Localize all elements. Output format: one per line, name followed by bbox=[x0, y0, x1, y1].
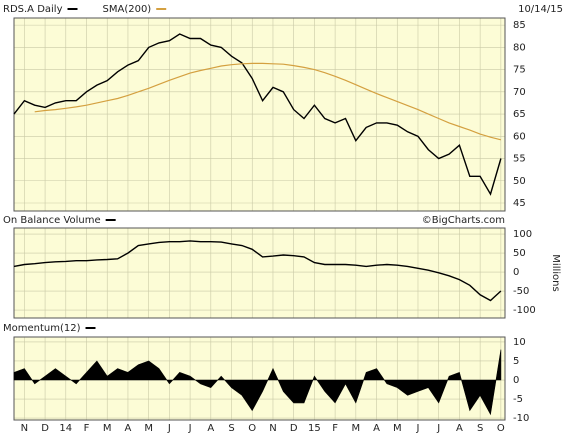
annotation: ©BigCharts.com bbox=[422, 215, 505, 226]
y-tick-label: -50 bbox=[513, 286, 529, 297]
y-tick-label: 60 bbox=[513, 131, 526, 142]
x-tick-label: D bbox=[41, 423, 49, 434]
plot-border bbox=[13, 17, 506, 212]
y-tick-label: 50 bbox=[513, 248, 526, 259]
y-tick-label: 0 bbox=[513, 375, 519, 386]
y-tick-label: 10 bbox=[513, 337, 526, 348]
y-tick-label: 100 bbox=[513, 229, 532, 240]
y-tick-label: 80 bbox=[513, 42, 526, 53]
legend-label: Momentum(12) bbox=[3, 323, 81, 334]
date-label: 10/14/15 bbox=[518, 4, 563, 15]
y-tick-label: -100 bbox=[513, 305, 536, 316]
x-tick-label: 14 bbox=[59, 423, 72, 434]
series-line bbox=[13, 33, 502, 196]
x-tick-label: J bbox=[167, 423, 171, 434]
y-tick-label: -5 bbox=[513, 394, 523, 405]
legend-label: On Balance Volume bbox=[3, 215, 101, 226]
y-tick-label: 55 bbox=[513, 154, 526, 165]
y-axis-label: Millions bbox=[550, 254, 561, 291]
y-tick-label: 0 bbox=[513, 267, 519, 278]
x-tick-label: M bbox=[393, 423, 402, 434]
plot-area bbox=[13, 227, 506, 319]
x-tick-label: N bbox=[269, 423, 276, 434]
y-tick-label: 85 bbox=[513, 20, 526, 31]
x-tick-label: M bbox=[144, 423, 153, 434]
x-tick-label: A bbox=[456, 423, 463, 434]
y-tick-label: -10 bbox=[513, 413, 529, 424]
x-tick-label: O bbox=[497, 423, 505, 434]
legend-label: SMA(200) bbox=[103, 4, 152, 15]
series-line bbox=[34, 62, 502, 141]
x-tick-label: M bbox=[352, 423, 361, 434]
y-tick-label: 45 bbox=[513, 198, 526, 209]
plot-area bbox=[13, 17, 506, 212]
y-tick-label: 65 bbox=[513, 109, 526, 120]
y-tick-label: 75 bbox=[513, 65, 526, 76]
x-tick-label: J bbox=[436, 423, 440, 434]
x-tick-label: J bbox=[416, 423, 420, 434]
x-tick-label: M bbox=[103, 423, 112, 434]
y-tick-label: 5 bbox=[513, 356, 519, 367]
y-tick-label: 70 bbox=[513, 87, 526, 98]
x-tick-label: A bbox=[373, 423, 380, 434]
plot-border bbox=[13, 227, 506, 319]
x-tick-label: N bbox=[21, 423, 28, 434]
series-line bbox=[13, 240, 502, 302]
x-tick-label: A bbox=[207, 423, 214, 434]
x-tick-label: S bbox=[228, 423, 234, 434]
x-tick-label: A bbox=[125, 423, 132, 434]
x-tick-label: F bbox=[332, 423, 338, 434]
x-tick-label: 15 bbox=[308, 423, 321, 434]
legend-label: RDS.A Daily bbox=[3, 4, 63, 15]
series-area bbox=[13, 349, 502, 416]
x-tick-label: O bbox=[248, 423, 256, 434]
x-tick-label: D bbox=[290, 423, 298, 434]
x-tick-label: S bbox=[477, 423, 483, 434]
x-tick-label: F bbox=[84, 423, 90, 434]
y-tick-label: 50 bbox=[513, 176, 526, 187]
x-tick-label: J bbox=[188, 423, 192, 434]
